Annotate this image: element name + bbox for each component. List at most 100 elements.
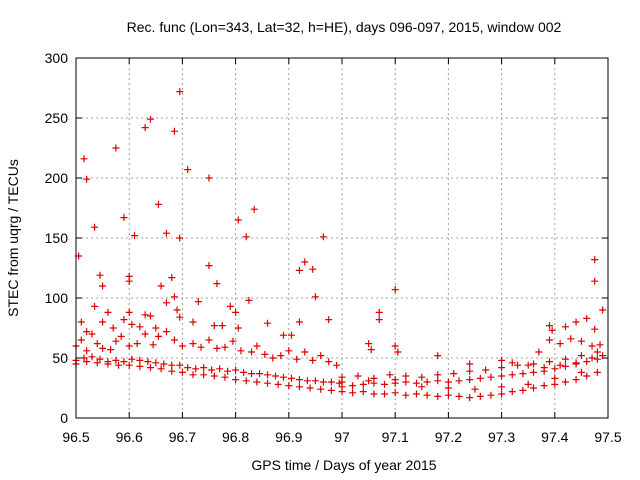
data-point — [88, 353, 96, 361]
data-point — [325, 316, 333, 324]
data-point — [418, 383, 426, 391]
data-point — [245, 296, 253, 304]
data-point — [498, 390, 506, 398]
data-point — [91, 223, 99, 231]
data-point — [176, 313, 184, 321]
data-point — [125, 308, 133, 316]
data-point — [200, 371, 208, 379]
data-point — [593, 348, 601, 356]
data-point — [279, 373, 287, 381]
data-point — [524, 380, 532, 388]
data-point — [572, 318, 580, 326]
data-point — [232, 376, 240, 384]
data-point — [242, 377, 250, 385]
data-point — [232, 366, 240, 374]
data-point — [444, 378, 452, 386]
data-point — [96, 355, 104, 363]
data-point — [301, 348, 309, 356]
data-point — [176, 234, 184, 242]
data-point — [394, 348, 402, 356]
x-tick-label: 96.7 — [169, 429, 196, 445]
data-point — [93, 359, 101, 367]
data-point — [476, 392, 484, 400]
data-point — [444, 391, 452, 399]
data-points — [72, 88, 607, 402]
data-point — [311, 377, 319, 385]
data-point — [83, 175, 91, 183]
data-point — [498, 364, 506, 372]
data-point — [450, 370, 458, 378]
x-tick-label: 97.4 — [541, 429, 568, 445]
x-tick-label: 96.5 — [62, 429, 89, 445]
data-point — [221, 373, 229, 381]
data-point — [535, 348, 543, 356]
data-point — [293, 355, 301, 363]
data-point — [178, 342, 186, 350]
data-point — [234, 324, 242, 332]
data-point — [125, 361, 133, 369]
data-point — [349, 382, 357, 390]
data-point — [434, 371, 442, 379]
data-point — [466, 367, 474, 375]
data-point — [567, 335, 575, 343]
data-point — [295, 266, 303, 274]
y-axis-label: STEC from uqrg / TECUs — [5, 159, 21, 317]
data-point — [170, 293, 178, 301]
data-point — [444, 384, 452, 392]
data-point — [104, 360, 112, 368]
data-point — [545, 322, 553, 330]
data-point — [146, 115, 154, 123]
data-point — [303, 377, 311, 385]
data-point — [125, 342, 133, 350]
data-point — [327, 378, 335, 386]
data-point — [370, 390, 378, 398]
data-point — [208, 366, 216, 374]
data-point — [194, 298, 202, 306]
data-point — [184, 166, 192, 174]
data-point — [583, 314, 591, 322]
data-point — [556, 340, 564, 348]
data-point — [561, 323, 569, 331]
data-point — [577, 337, 585, 345]
data-point — [381, 390, 389, 398]
data-point — [591, 256, 599, 264]
data-point — [455, 392, 463, 400]
data-point — [583, 372, 591, 380]
data-point — [170, 336, 178, 344]
data-point — [242, 233, 250, 241]
data-point — [391, 389, 399, 397]
data-point — [154, 332, 162, 340]
plot-frame — [75, 57, 609, 419]
data-point — [519, 386, 527, 394]
data-point — [577, 352, 585, 360]
data-point — [548, 326, 556, 334]
data-point — [508, 359, 516, 367]
data-point — [99, 282, 107, 290]
data-point — [120, 214, 128, 222]
data-point — [170, 127, 178, 135]
data-point — [423, 391, 431, 399]
data-point — [359, 380, 367, 388]
data-point — [277, 352, 285, 360]
data-point — [141, 311, 149, 319]
data-point — [157, 365, 165, 373]
x-tick-label: 96.9 — [275, 429, 302, 445]
data-point — [250, 205, 258, 213]
data-point — [104, 308, 112, 316]
data-point — [593, 355, 601, 363]
y-tick-label: 50 — [52, 350, 68, 366]
data-point — [530, 368, 538, 376]
data-point — [338, 378, 346, 386]
data-point — [386, 371, 394, 379]
data-point — [99, 344, 107, 352]
chart-title: Rec. func (Lon=343, Lat=32, h=HE), days … — [127, 19, 562, 35]
data-point — [136, 356, 144, 364]
data-point — [319, 378, 327, 386]
data-point — [487, 391, 495, 399]
data-point — [189, 318, 197, 326]
y-tick-label: 300 — [45, 50, 69, 66]
data-point — [237, 347, 245, 355]
data-point — [375, 316, 383, 324]
data-point — [367, 346, 375, 354]
data-point — [327, 386, 335, 394]
